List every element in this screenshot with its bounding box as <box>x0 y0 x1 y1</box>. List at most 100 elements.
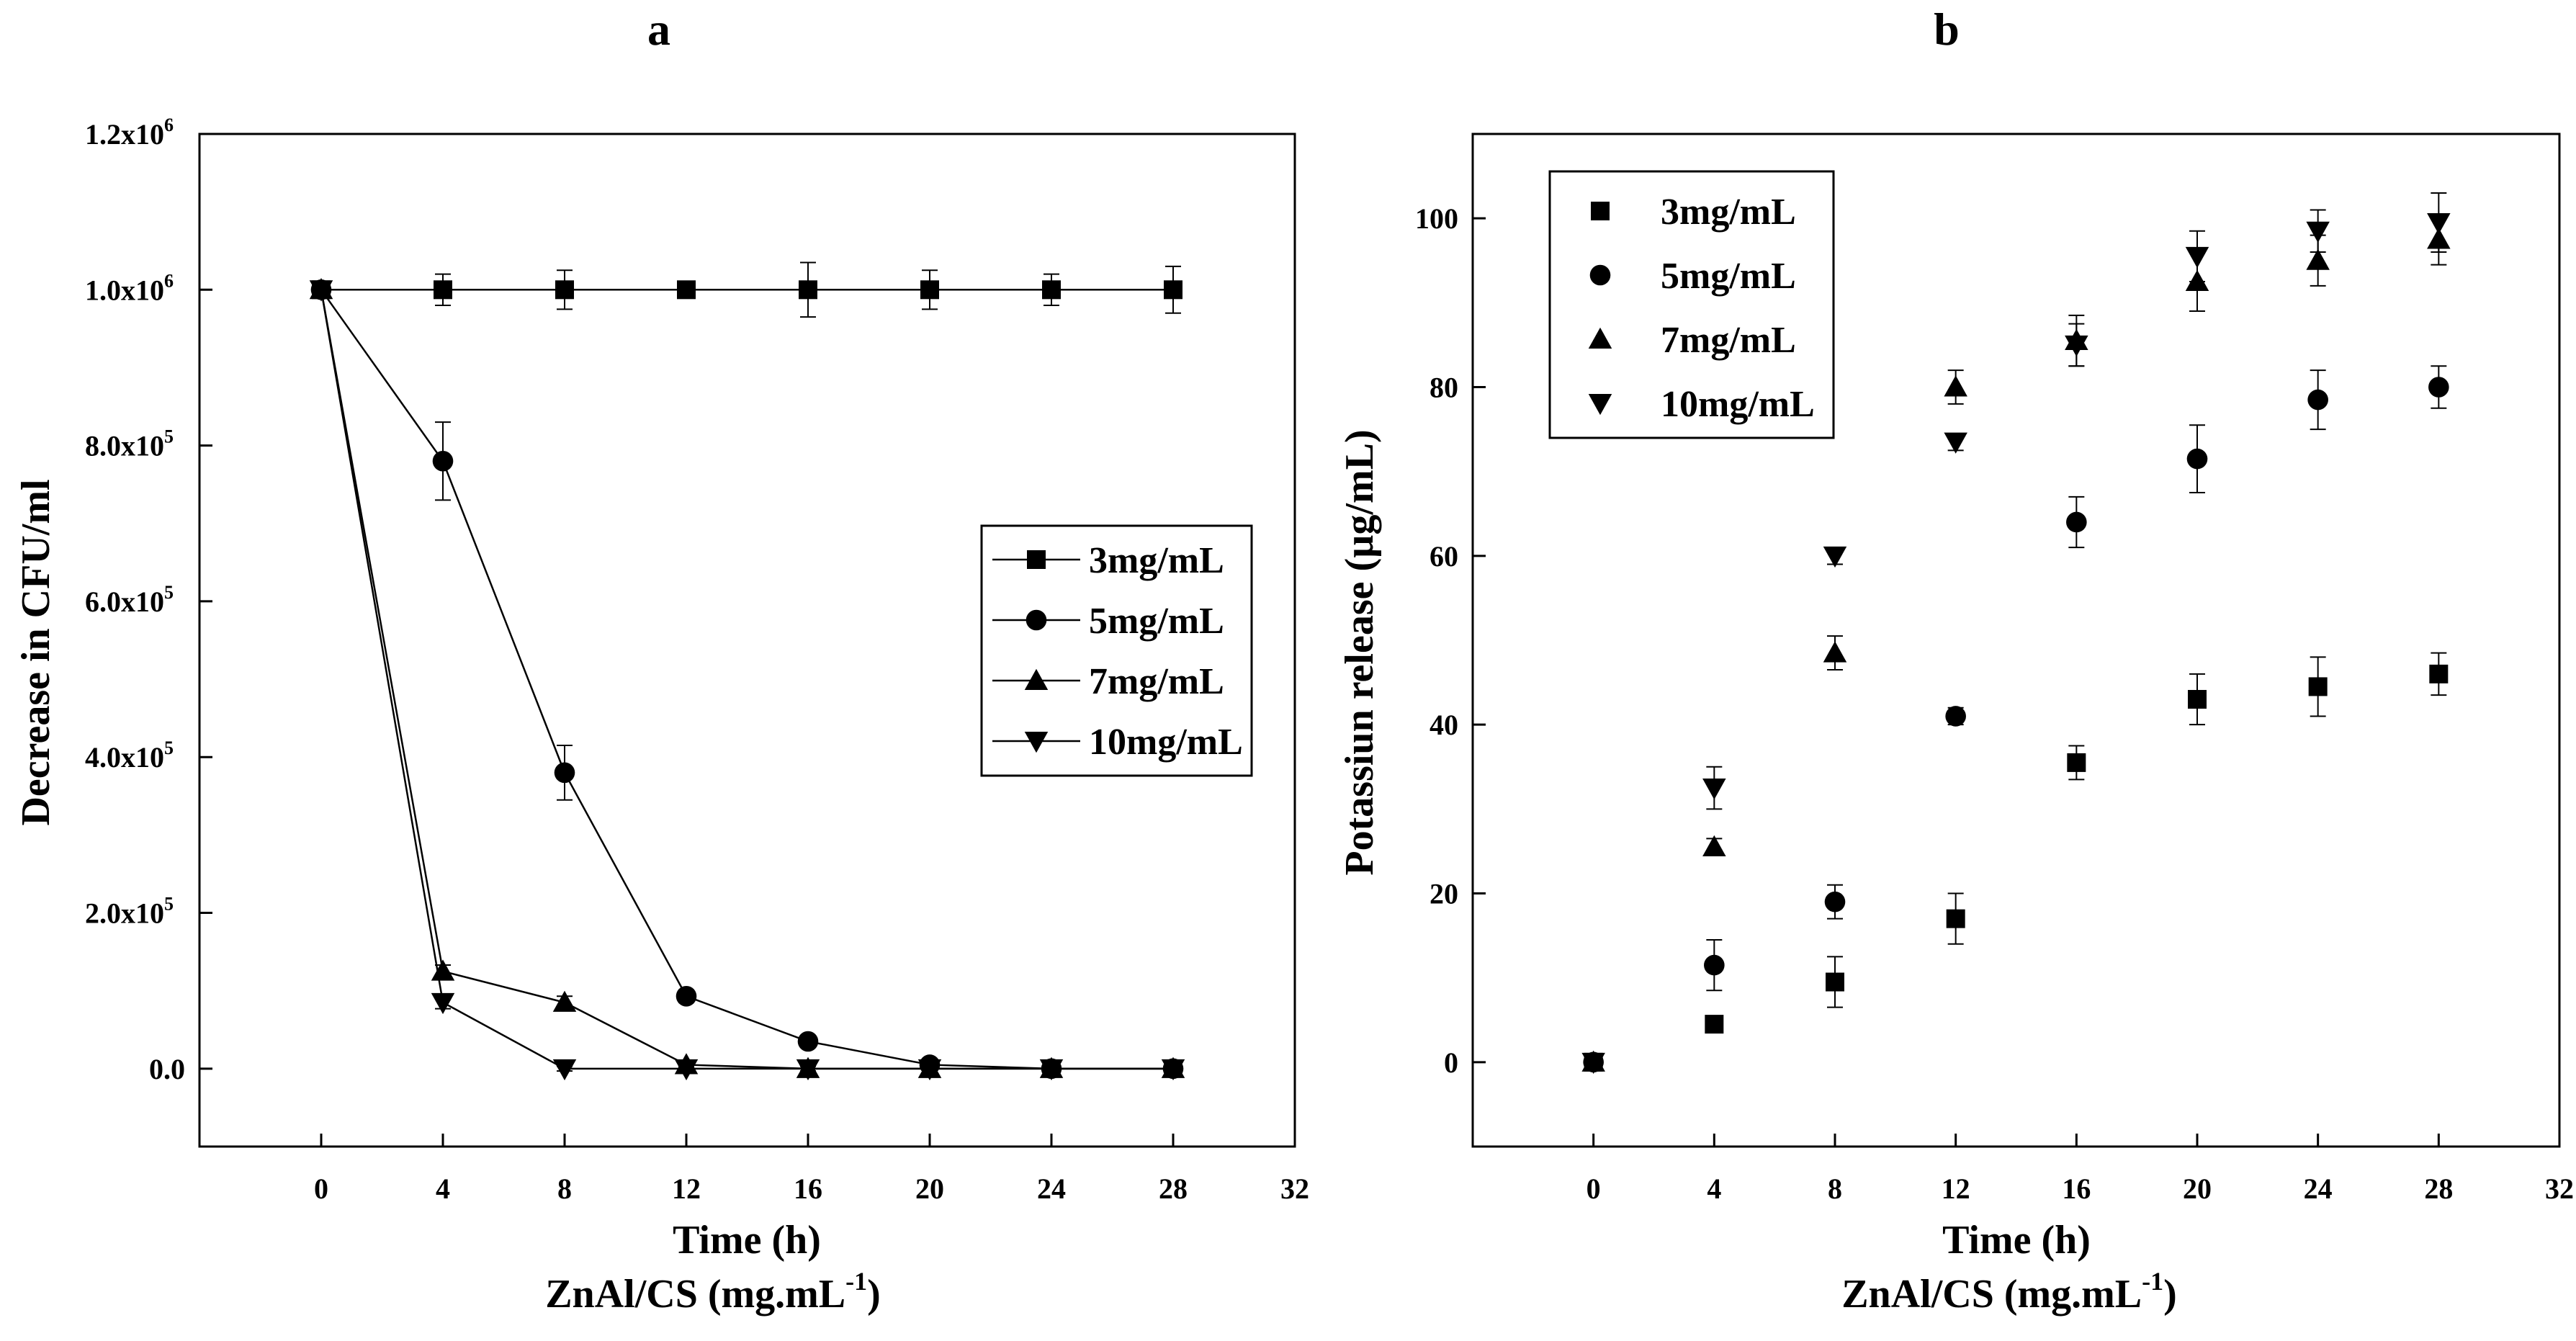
panel-b-y-ticks: 0 20 40 60 80 100 <box>1415 202 1486 1079</box>
panel-a-x-subtitle-sup: -1 <box>845 1267 867 1296</box>
panel-a-x-subtitle-end: ) <box>867 1272 881 1317</box>
data-point <box>431 959 455 981</box>
x-tick-label: 20 <box>2183 1172 2212 1205</box>
legend-label: 3mg/mL <box>1089 540 1224 581</box>
data-point <box>2186 448 2208 470</box>
data-point <box>1945 706 1966 727</box>
data-point <box>1826 972 1844 992</box>
x-tick-label: 0 <box>1587 1172 1601 1205</box>
y-tick-label: 40 <box>1430 709 1458 741</box>
data-point <box>2428 377 2449 398</box>
panel-b-x-subtitle-sup: -1 <box>2142 1267 2163 1296</box>
x-tick-label: 4 <box>1707 1172 1721 1205</box>
data-point <box>799 280 817 300</box>
x-tick-label: 8 <box>1828 1172 1842 1205</box>
data-point <box>1702 835 1726 857</box>
data-point <box>677 280 696 300</box>
y-tick-mantissa: 1.2x10 <box>85 118 164 151</box>
data-point <box>796 1059 820 1081</box>
x-tick-label: 12 <box>1942 1172 1970 1205</box>
panel-a: a 0 4 8 12 16 20 24 28 32 0.02.0x1054.0x1056.0x1… <box>14 4 1309 1317</box>
y-tick-label: 1.2x106 <box>85 115 174 151</box>
data-point <box>2307 389 2328 411</box>
legend-marker <box>1588 394 1612 416</box>
x-tick-label: 12 <box>672 1172 701 1205</box>
y-tick-label: 0 <box>1444 1046 1458 1079</box>
y-tick-label: 80 <box>1430 372 1458 404</box>
data-point <box>555 280 574 300</box>
x-tick-label: 32 <box>1280 1172 1309 1205</box>
y-tick-exponent: 5 <box>164 737 174 758</box>
x-tick-label: 16 <box>794 1172 822 1205</box>
data-point <box>1823 641 1847 663</box>
y-tick-label: 8.0x105 <box>85 426 174 462</box>
legend-label: 7mg/mL <box>1089 661 1224 702</box>
x-tick-label: 16 <box>2062 1172 2091 1205</box>
y-tick-mantissa: 2.0x10 <box>85 897 164 930</box>
panel-a-y-ticks: 0.02.0x1054.0x1056.0x1058.0x1051.0x1061.… <box>85 115 212 1085</box>
data-point <box>1944 375 1967 397</box>
data-point <box>2429 664 2449 683</box>
data-point <box>2066 511 2087 533</box>
legend-item: 10mg/mL <box>992 722 1243 763</box>
panel-b-y-axis-title: Potassiun release (µg/mL) <box>1337 429 1382 875</box>
panel-b-legend: 3mg/mL 5mg/mL 7mg/mL 10mg/mL <box>1548 170 1835 439</box>
legend-marker <box>1591 202 1610 220</box>
series-line <box>320 290 1173 1070</box>
data-point <box>1039 1059 1064 1081</box>
legend-item: 5mg/mL <box>1589 256 1796 297</box>
series-3mgml <box>1584 652 2449 1072</box>
legend-marker <box>1027 550 1046 569</box>
x-tick-label: 0 <box>314 1172 328 1205</box>
data-point <box>309 280 333 302</box>
panel-b-x-axis-subtitle: ZnAl/CS (mg.mL-1) <box>1841 1267 2177 1317</box>
series-5mgml <box>1583 365 2449 1073</box>
legend-label: 5mg/mL <box>1089 601 1224 642</box>
y-tick-mantissa: 6.0x10 <box>85 586 164 618</box>
legend-marker <box>1026 609 1047 631</box>
data-point <box>1705 1015 1724 1034</box>
panel-a-x-ticks: 0 4 8 12 16 20 24 28 32 <box>314 1134 1309 1205</box>
panel-a-marks <box>309 261 1185 1081</box>
y-tick-mantissa: 1.0x10 <box>85 274 164 306</box>
panel-a-y-axis-title: Decrease in CFU/ml <box>14 479 58 825</box>
legend-label: 10mg/mL <box>1661 384 1815 425</box>
x-tick-label: 28 <box>2424 1172 2453 1205</box>
legend-item: 7mg/mL <box>1588 320 1796 361</box>
data-point <box>676 985 697 1007</box>
x-tick-label: 4 <box>436 1172 450 1205</box>
data-point <box>434 280 452 300</box>
legend-marker <box>1588 327 1612 349</box>
data-point <box>920 280 939 300</box>
data-point <box>1824 891 1846 912</box>
panel-a-x-subtitle-main: ZnAl/CS (mg.mL <box>545 1272 845 1317</box>
data-point <box>2188 690 2207 709</box>
data-point <box>431 992 455 1015</box>
panel-b-x-axis-title: Time (h) <box>1942 1218 2091 1262</box>
y-tick-label: 60 <box>1430 540 1458 573</box>
y-tick-exponent: 6 <box>164 115 174 135</box>
series-10mgml <box>309 280 1185 1081</box>
series-10mgml <box>1581 192 2451 1075</box>
legend-marker <box>1024 732 1049 753</box>
data-point <box>1944 432 1967 454</box>
data-point <box>1946 909 1965 928</box>
data-point <box>552 1059 577 1081</box>
data-point <box>2065 335 2088 357</box>
data-point <box>1164 280 1182 300</box>
series-3mgml <box>312 261 1182 318</box>
data-point <box>432 450 454 472</box>
legend-label: 3mg/mL <box>1661 192 1796 233</box>
y-tick-exponent: 6 <box>164 270 174 291</box>
legend-label: 5mg/mL <box>1661 256 1796 297</box>
data-point <box>554 762 575 784</box>
panel-a-legend: 3mg/mL 5mg/mL 7mg/mL 10mg/mL <box>980 524 1253 777</box>
x-tick-label: 28 <box>1159 1172 1188 1205</box>
y-tick-label: 6.0x105 <box>85 582 174 618</box>
panel-b-x-subtitle-main: ZnAl/CS (mg.mL <box>1841 1272 2142 1317</box>
x-tick-label: 32 <box>2545 1172 2574 1205</box>
panel-a-label: a <box>647 4 670 55</box>
panel-b-x-subtitle-end: ) <box>2163 1272 2177 1317</box>
x-tick-label: 20 <box>915 1172 944 1205</box>
